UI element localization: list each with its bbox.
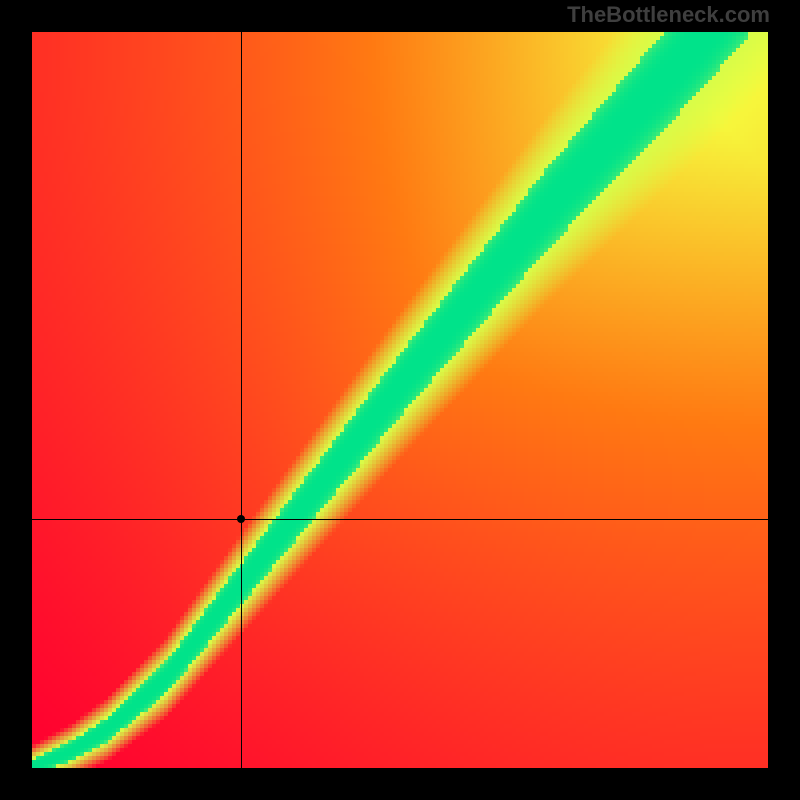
heatmap-canvas [32,32,768,768]
crosshair-vertical [241,32,242,768]
watermark-text: TheBottleneck.com [567,2,770,28]
heatmap-plot [32,32,768,768]
frame-bottom [0,768,800,800]
crosshair-point [237,515,245,523]
crosshair-horizontal [32,519,768,520]
frame-right [768,0,800,800]
frame-left [0,0,32,800]
